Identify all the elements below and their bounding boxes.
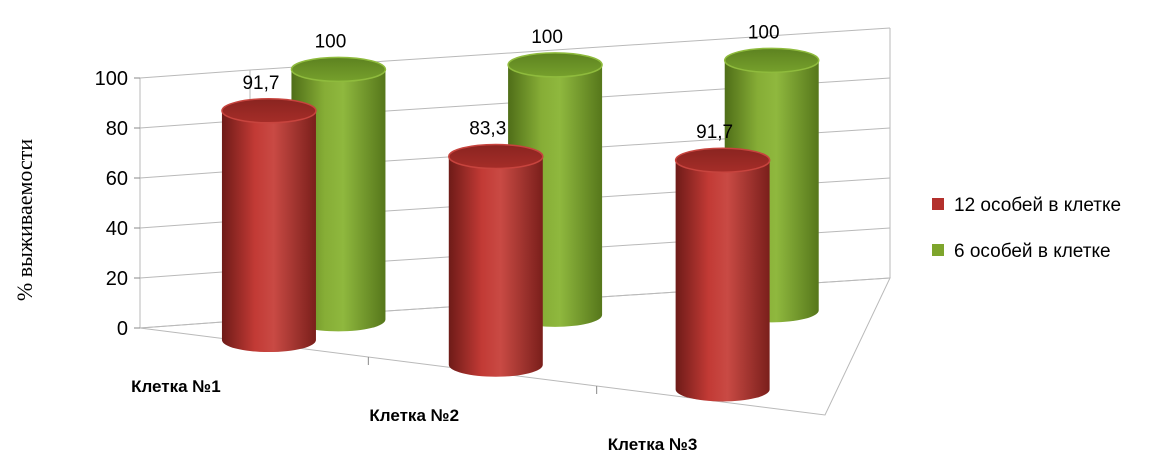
data-label-s1-c3: 100: [748, 22, 780, 43]
cylinders: [221, 47, 820, 402]
category-labels: Клетка №1 Клетка №2 Клетка №3: [131, 377, 697, 454]
cylinder-top-s0-c1: [221, 98, 317, 124]
legend-swatch-12: [932, 198, 944, 210]
cylinder-s0-c1: [221, 98, 317, 353]
data-label-s0-c2: 83,3: [469, 118, 506, 139]
cylinder-top-s0-c3: [674, 147, 771, 173]
legend: 12 особей в клетке 6 особей в клетке: [932, 195, 1121, 262]
grid-line-side-100: [139, 69, 251, 79]
cylinder-body-s0-c3: [675, 160, 770, 402]
data-label-s0-c1: 91,7: [242, 73, 279, 94]
data-label-s0-c3: 91,7: [696, 122, 733, 143]
y-tick-labels: 0 20 40 60 80 100: [95, 68, 128, 340]
legend-swatch-6: [932, 244, 944, 256]
y-tick-label-20: 20: [106, 268, 128, 290]
y-tick-label-80: 80: [106, 118, 128, 140]
y-tick-label-60: 60: [106, 168, 128, 190]
y-axis-label: % выживаемости: [12, 139, 37, 301]
cylinder-top-s1-c2: [507, 52, 603, 78]
cylinder-top-s1-c3: [723, 47, 820, 74]
data-label-s1-c1: 100: [315, 31, 347, 52]
y-tick-label-0: 0: [117, 318, 128, 340]
cylinder-body-s0-c2: [448, 156, 543, 377]
category-label-3: Клетка №3: [608, 435, 698, 454]
cylinder-s0-c2: [448, 143, 544, 377]
y-tick-label-100: 100: [95, 68, 128, 90]
legend-label-6: 6 особей в клетке: [954, 241, 1111, 262]
category-label-1: Клетка №1: [131, 377, 221, 396]
cylinder-s0-c3: [674, 147, 771, 402]
legend-label-12: 12 особей в клетке: [954, 195, 1121, 216]
data-label-s1-c2: 100: [531, 27, 563, 48]
cylinder-body-s0-c1: [221, 110, 316, 353]
data-labels: 100 100 100 91,7 83,3 91,7: [242, 22, 779, 143]
category-label-2: Клетка №2: [369, 406, 459, 425]
cylinder-top-s0-c2: [448, 143, 544, 170]
y-tick-label-40: 40: [106, 218, 128, 240]
cylinder-top-s1-c1: [290, 56, 387, 83]
